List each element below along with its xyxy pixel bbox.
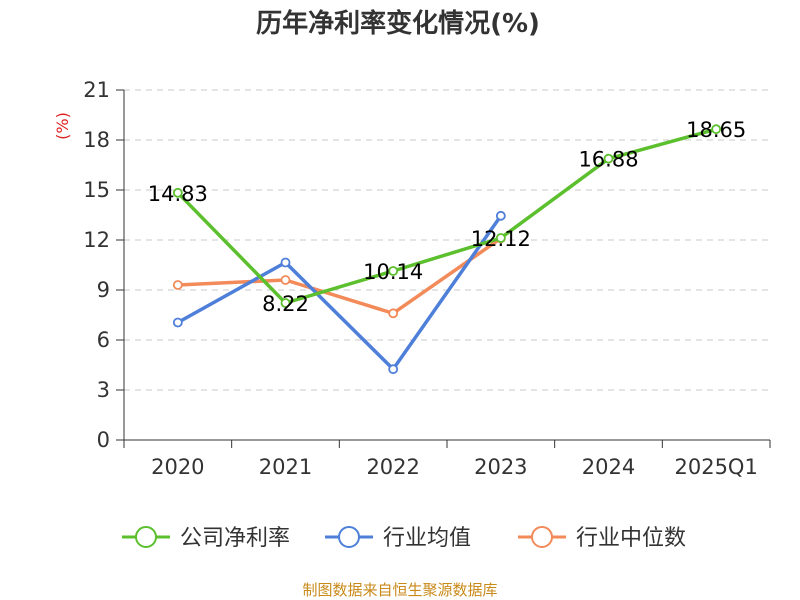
axes: 0 3 6 9 12 15 18 21 2020 2021 2022 2023 2024 2025Q1 — [83, 78, 771, 479]
data-point — [280, 298, 291, 308]
y-tick-label: 15 — [83, 178, 110, 202]
x-tick-label: 2025Q1 — [674, 455, 757, 479]
data-labels: 14.83 8.22 10.14 12.12 16.88 18.65 — [148, 118, 746, 316]
legend-item[interactable]: 公司净利率 — [122, 526, 290, 551]
legend-marker — [135, 526, 157, 548]
legend-label: 行业均值 — [383, 526, 471, 551]
data-point — [711, 124, 722, 135]
legend-item[interactable]: 行业均值 — [325, 526, 471, 551]
legend-marker — [338, 526, 360, 548]
data-point — [172, 317, 183, 328]
x-tick-label: 2024 — [582, 455, 635, 479]
series-line — [176, 236, 503, 316]
data-point — [172, 187, 183, 198]
x-tick-label: 2021 — [259, 455, 312, 479]
series-line — [176, 127, 718, 305]
legend-label: 行业中位数 — [576, 526, 686, 551]
data-label: 10.14 — [363, 260, 423, 284]
legend: 公司净利率 行业均值 行业中位数 — [122, 526, 686, 551]
data-label: 16.88 — [578, 148, 638, 172]
data-point — [388, 266, 399, 276]
x-tick-label: 2020 — [151, 455, 204, 479]
grid-lines — [124, 89, 770, 391]
series-line — [176, 214, 503, 371]
series-group — [172, 124, 722, 375]
data-point — [388, 308, 399, 319]
y-axis-unit: (%) — [53, 112, 72, 140]
y-tick-label: 21 — [83, 78, 110, 102]
x-tick-label: 2023 — [474, 455, 527, 479]
data-point — [603, 153, 614, 164]
legend-marker — [531, 526, 553, 548]
y-tick-label: 6 — [97, 328, 110, 352]
y-tick-label: 9 — [97, 278, 110, 302]
chart-title: 历年净利率变化情况(%) — [256, 8, 540, 39]
data-label: 18.65 — [686, 118, 746, 142]
y-tick-label: 18 — [83, 128, 110, 152]
data-point — [495, 210, 506, 221]
data-label: 8.22 — [262, 292, 309, 316]
data-label: 12.12 — [471, 227, 531, 251]
data-label: 14.83 — [148, 182, 208, 206]
y-tick-label: 3 — [97, 378, 110, 402]
data-point — [280, 257, 291, 268]
data-point — [495, 233, 506, 243]
source-note: 制图数据来自恒生聚源数据库 — [302, 581, 497, 599]
legend-item[interactable]: 行业中位数 — [518, 526, 686, 551]
data-point — [172, 280, 183, 290]
y-tick-label: 12 — [83, 228, 110, 252]
legend-label: 公司净利率 — [180, 526, 290, 551]
data-point — [388, 364, 399, 375]
y-tick-label: 0 — [97, 428, 110, 452]
x-tick-label: 2022 — [366, 455, 419, 479]
data-point — [280, 275, 291, 285]
